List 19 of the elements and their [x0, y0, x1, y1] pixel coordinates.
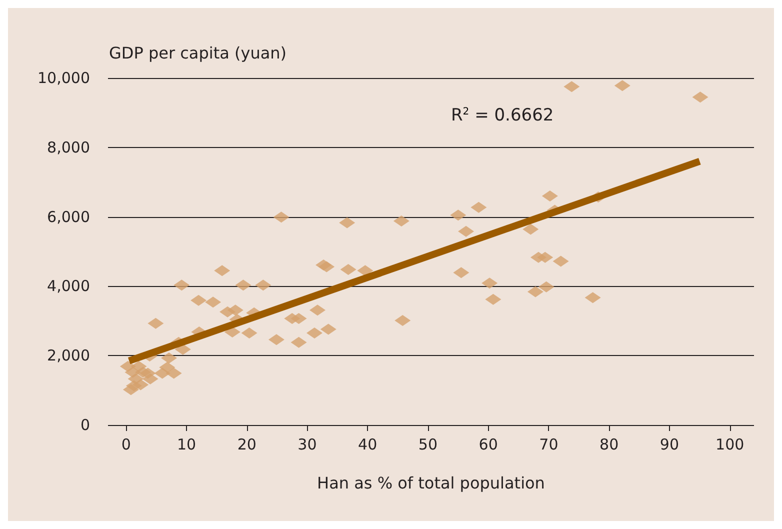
x-tick-label: 10 — [176, 436, 196, 454]
y-tick-label: 10,000 — [38, 69, 90, 87]
x-tick-label: 100 — [716, 436, 744, 454]
x-tick-label: 50 — [418, 436, 438, 454]
x-tick-label: 70 — [539, 436, 558, 454]
x-axis-title: Han as % of total population — [317, 474, 545, 492]
y-tick-label: 2,000 — [47, 346, 90, 365]
x-tick-label: 60 — [478, 436, 498, 454]
x-tick-label: 40 — [358, 436, 378, 454]
x-tick-label: 20 — [237, 436, 256, 454]
x-tick-label: 0 — [121, 436, 131, 454]
x-tick-label: 90 — [660, 436, 680, 454]
y-tick-label: 6,000 — [47, 208, 90, 226]
y-tick-label: 8,000 — [47, 138, 90, 156]
x-tick-label: 30 — [298, 436, 317, 454]
x-tick-label: 80 — [600, 436, 619, 454]
y-tick-label: 4,000 — [47, 277, 90, 296]
y-axis-title: GDP per capita (yuan) — [109, 44, 287, 62]
y-tick-label: 0 — [80, 416, 90, 434]
